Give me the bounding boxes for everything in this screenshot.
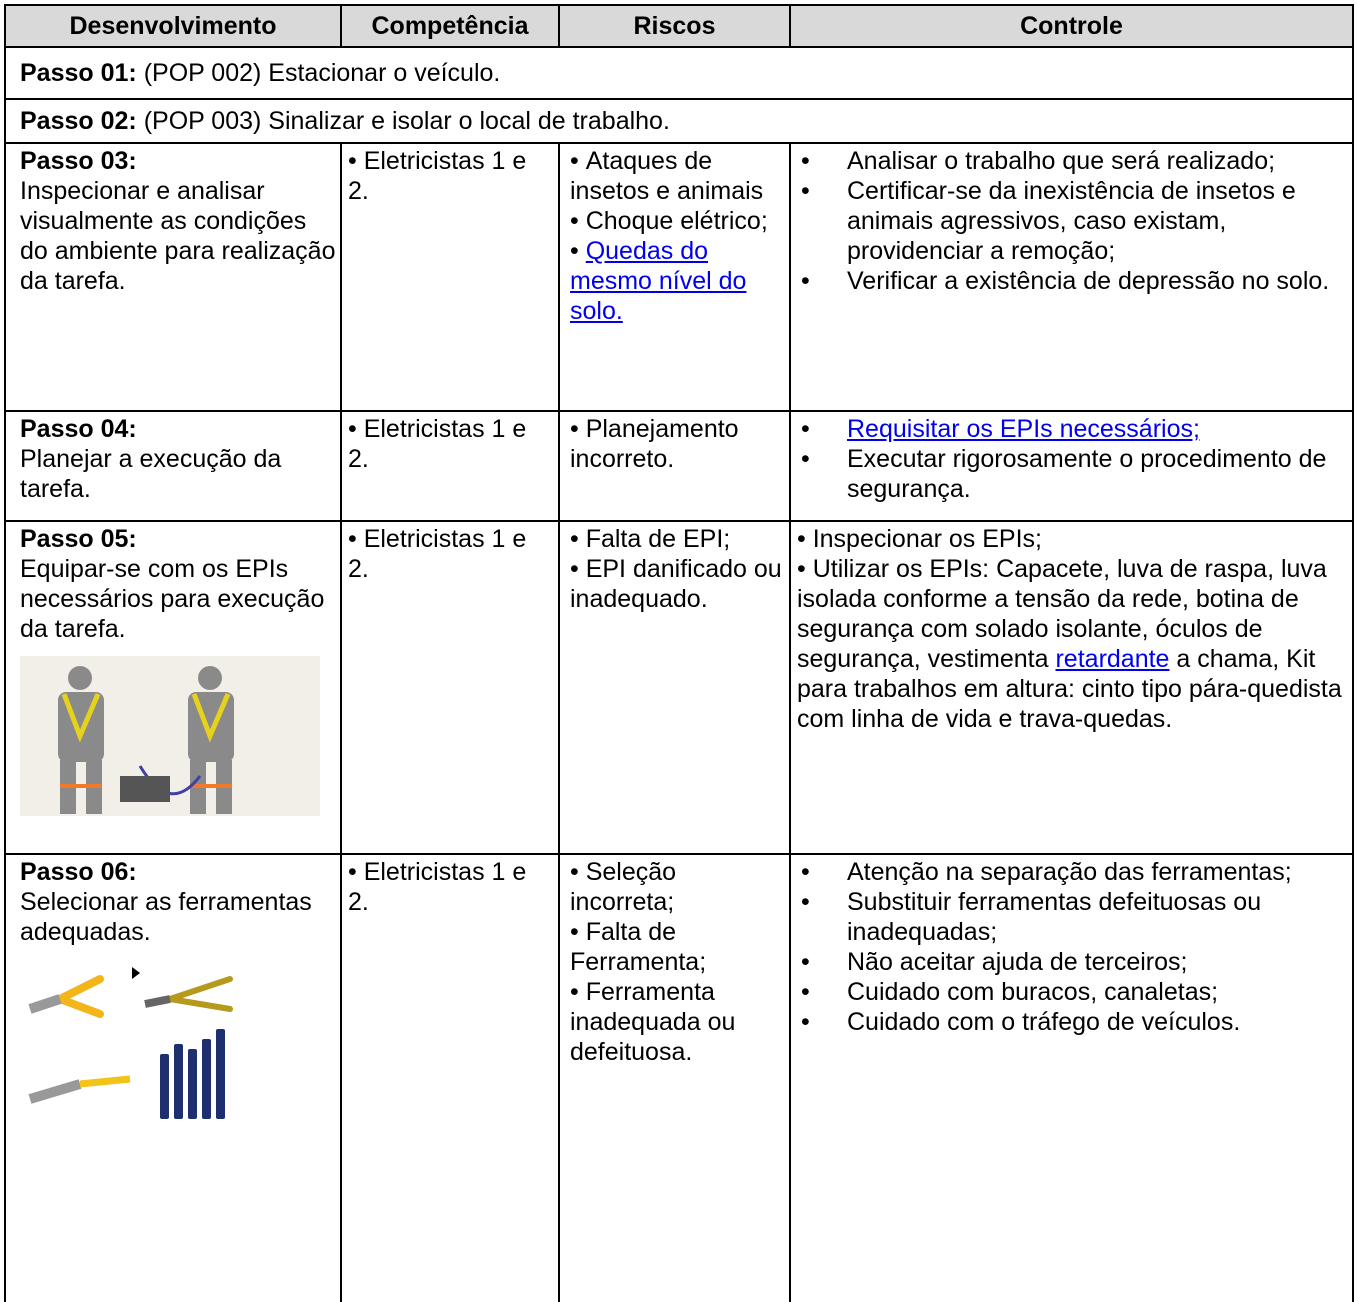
control-item: Utilizar os EPIs: Capacete, luva de rasp…: [797, 554, 1348, 734]
header-cell: Controle: [789, 4, 1354, 48]
intro-row: Passo 01: (POP 002) Estacionar o veículo…: [4, 46, 1354, 100]
step-row: Passo 04: Planejar a execução da tarefa. …: [4, 410, 1354, 522]
step-cell: Passo 04: Planejar a execução da tarefa.: [4, 410, 342, 522]
step-label: Passo 03:: [20, 147, 137, 175]
risk-cell: Planejamento incorreto.: [558, 410, 791, 522]
control-text: a chama, Kit para trabalhos em altura: c…: [797, 645, 1342, 733]
control-cell: Inspecionar os EPIs;Utilizar os EPIs: Ca…: [789, 520, 1354, 855]
step-description: Selecionar as ferramentas adequadas.: [20, 888, 312, 946]
header-cell: Riscos: [558, 4, 791, 48]
control-item: Atenção na separação das ferramentas;: [797, 857, 1348, 887]
competence-cell: Eletricistas 1 e 2.: [340, 520, 560, 855]
intro-cell: Passo 02: (POP 003) Sinalizar e isolar o…: [4, 98, 1354, 144]
risk-item: Ferramenta inadequada ou defeituosa.: [570, 977, 785, 1067]
risk-item: Planejamento incorreto.: [570, 414, 785, 474]
risk-cell: Seleção incorreta;Falta de Ferramenta;Fe…: [558, 853, 791, 1302]
control-link[interactable]: retardante: [1055, 645, 1170, 673]
step-row: Passo 06: Selecionar as ferramentas adequ…: [4, 853, 1354, 1302]
control-text: Utilizar os EPIs: Capacete, luva de rasp…: [797, 555, 1327, 673]
risk-item: EPI danificado ou inadequado.: [570, 554, 785, 614]
step-cell: Passo 06: Selecionar as ferramentas adequ…: [4, 853, 342, 1302]
header-cell: Competência: [340, 4, 560, 48]
competence-cell: Eletricistas 1 e 2.: [340, 853, 560, 1302]
competence-cell: Eletricistas 1 e 2.: [340, 410, 560, 522]
control-link[interactable]: Requisitar os EPIs necessários;: [847, 415, 1200, 443]
risk-link[interactable]: Quedas do mesmo nível do solo.: [570, 237, 747, 325]
risk-item: Falta de Ferramenta;: [570, 917, 785, 977]
step-text: (POP 002) Estacionar o veículo.: [136, 59, 501, 87]
step-description: Inspecionar e analisar visualmente as co…: [20, 177, 336, 295]
step-row: Passo 05: Equipar-se com os EPIs necessár…: [4, 520, 1354, 855]
intro-row: Passo 02: (POP 003) Sinalizar e isolar o…: [4, 98, 1354, 144]
competence-item: Eletricistas 1 e 2.: [348, 146, 554, 206]
header-cell: Desenvolvimento: [4, 4, 342, 48]
step-label: Passo 02:: [20, 107, 137, 135]
procedure-table: Desenvolvimento Competência Riscos Contr…: [4, 4, 1354, 1302]
risk-cell: Ataques de insetos e animaisChoque elétr…: [558, 142, 791, 412]
competence-item: Eletricistas 1 e 2.: [348, 524, 554, 584]
step-row: Passo 03: Inspecionar e analisar visualme…: [4, 142, 1354, 412]
competence-cell: Eletricistas 1 e 2.: [340, 142, 560, 412]
control-cell: Analisar o trabalho que será realizado;C…: [789, 142, 1354, 412]
control-cell: Requisitar os EPIs necessários;Executar …: [789, 410, 1354, 522]
control-cell: Atenção na separação das ferramentas;Sub…: [789, 853, 1354, 1302]
step-text: (POP 003) Sinalizar e isolar o local de …: [136, 107, 670, 135]
tools-image: [28, 967, 233, 1119]
control-item: Cuidado com buracos, canaletas;: [797, 977, 1348, 1007]
control-item: Inspecionar os EPIs;: [797, 524, 1348, 554]
step-label: Passo 04:: [20, 415, 137, 443]
risk-item: Quedas do mesmo nível do solo.: [570, 236, 785, 326]
header-row: Desenvolvimento Competência Riscos Contr…: [4, 4, 1354, 48]
step-description: Planejar a execução da tarefa.: [20, 445, 282, 503]
risk-item: Ataques de insetos e animais: [570, 146, 785, 206]
harness-image: [20, 656, 320, 816]
step-label: Passo 06:: [20, 858, 137, 886]
competence-item: Eletricistas 1 e 2.: [348, 414, 554, 474]
competence-item: Eletricistas 1 e 2.: [348, 857, 554, 917]
intro-cell: Passo 01: (POP 002) Estacionar o veículo…: [4, 46, 1354, 100]
step-description: Equipar-se com os EPIs necessários para …: [20, 555, 325, 643]
control-item: Não aceitar ajuda de terceiros;: [797, 947, 1348, 977]
control-item: Analisar o trabalho que será realizado;: [797, 146, 1348, 176]
step-label: Passo 05:: [20, 525, 137, 553]
step-cell: Passo 03: Inspecionar e analisar visualme…: [4, 142, 342, 412]
risk-item: Choque elétrico;: [570, 206, 785, 236]
step-label: Passo 01:: [20, 59, 137, 87]
risk-item: Falta de EPI;: [570, 524, 785, 554]
control-item: Executar rigorosamente o procedimento de…: [797, 444, 1348, 504]
risk-cell: Falta de EPI;EPI danificado ou inadequad…: [558, 520, 791, 855]
control-item: Requisitar os EPIs necessários;: [797, 414, 1348, 444]
step-cell: Passo 05: Equipar-se com os EPIs necessár…: [4, 520, 342, 855]
control-item: Verificar a existência de depressão no s…: [797, 266, 1348, 296]
control-item: Cuidado com o tráfego de veículos.: [797, 1007, 1348, 1037]
control-item: Certificar-se da inexistência de insetos…: [797, 176, 1348, 266]
risk-item: Seleção incorreta;: [570, 857, 785, 917]
control-item: Substituir ferramentas defeituosas ou in…: [797, 887, 1348, 947]
